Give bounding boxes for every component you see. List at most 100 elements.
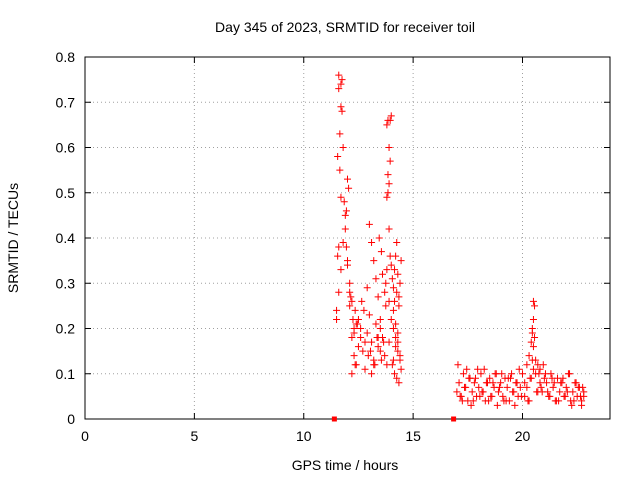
data-point [383,121,391,129]
data-point [531,334,539,342]
data-point [487,392,495,400]
data-point [347,293,355,301]
data-point [335,288,343,296]
data-point [524,397,532,405]
data-point [335,243,343,251]
data-point [395,302,403,310]
data-point [384,171,392,179]
data-point [394,338,402,346]
data-point [394,329,402,337]
data-point [375,234,383,242]
data-point [342,243,350,251]
data-point [453,388,461,396]
data-point [392,252,400,260]
data-point [346,288,354,296]
y-tick-label: 0.4 [56,230,76,246]
data-point [496,383,504,391]
data-point [396,279,404,287]
data-point [559,374,567,382]
data-point [503,383,511,391]
data-point [388,275,396,283]
data-point [385,180,393,188]
data-point [515,365,523,373]
data-point [543,379,551,387]
data-point [337,103,345,111]
data-point [385,338,393,346]
data-point [374,343,382,351]
x-tick-label: 0 [81,428,89,444]
x-tick-label: 10 [296,428,312,444]
data-point [523,361,531,369]
data-point [337,266,345,274]
data-point [393,288,401,296]
data-point [476,392,484,400]
data-point [533,388,541,396]
y-tick-label: 0.2 [56,321,76,337]
data-point [549,383,557,391]
data-point [392,343,400,351]
data-point [377,248,385,256]
data-point [395,293,403,301]
data-point [350,329,358,337]
data-point [548,374,556,382]
data-point [574,383,582,391]
data-point [370,257,378,265]
data-point [480,365,488,373]
data-point [389,325,397,332]
data-point [526,374,534,382]
data-point [482,379,490,387]
data-point [531,302,539,310]
data-point [333,315,341,323]
data-point [364,352,372,360]
data-point [339,239,347,247]
data-point [504,374,512,382]
data-point [388,361,396,369]
data-point [541,370,549,378]
data-point [361,365,369,373]
data-point [394,347,402,355]
data-point [334,153,342,161]
data-point [529,343,537,351]
data-point [353,320,361,328]
data-point [376,325,384,332]
data-point [391,370,399,378]
data-point [397,365,405,373]
data-point [374,293,382,301]
data-point [368,338,376,346]
data-point [537,383,545,391]
data-point [345,184,353,192]
data-point [357,325,365,332]
data-point [529,297,537,305]
data-point [552,397,560,405]
data-point [578,401,586,409]
data-point [521,392,529,400]
data-point [387,315,395,323]
data-point [363,329,371,337]
data-point [338,107,346,115]
data-point [521,379,529,387]
data-point [511,401,519,409]
data-point [338,76,346,84]
data-point [354,315,362,323]
data-point [550,379,558,387]
data-point [365,220,373,228]
data-point [342,207,350,215]
data-point [360,306,368,314]
data-point [477,370,485,378]
data-point [568,401,576,409]
data-point [346,279,354,287]
data-point [566,370,574,378]
data-point [381,352,389,360]
data-point [383,193,391,201]
data-point [468,388,476,396]
data-point [539,361,547,369]
data-point [525,352,533,360]
data-point [467,401,475,409]
data-point [383,266,391,274]
data-point [337,193,345,201]
plot-frame [84,56,611,420]
data-point [344,175,351,183]
y-tick-label: 0.6 [56,140,76,156]
data-point [389,356,397,364]
